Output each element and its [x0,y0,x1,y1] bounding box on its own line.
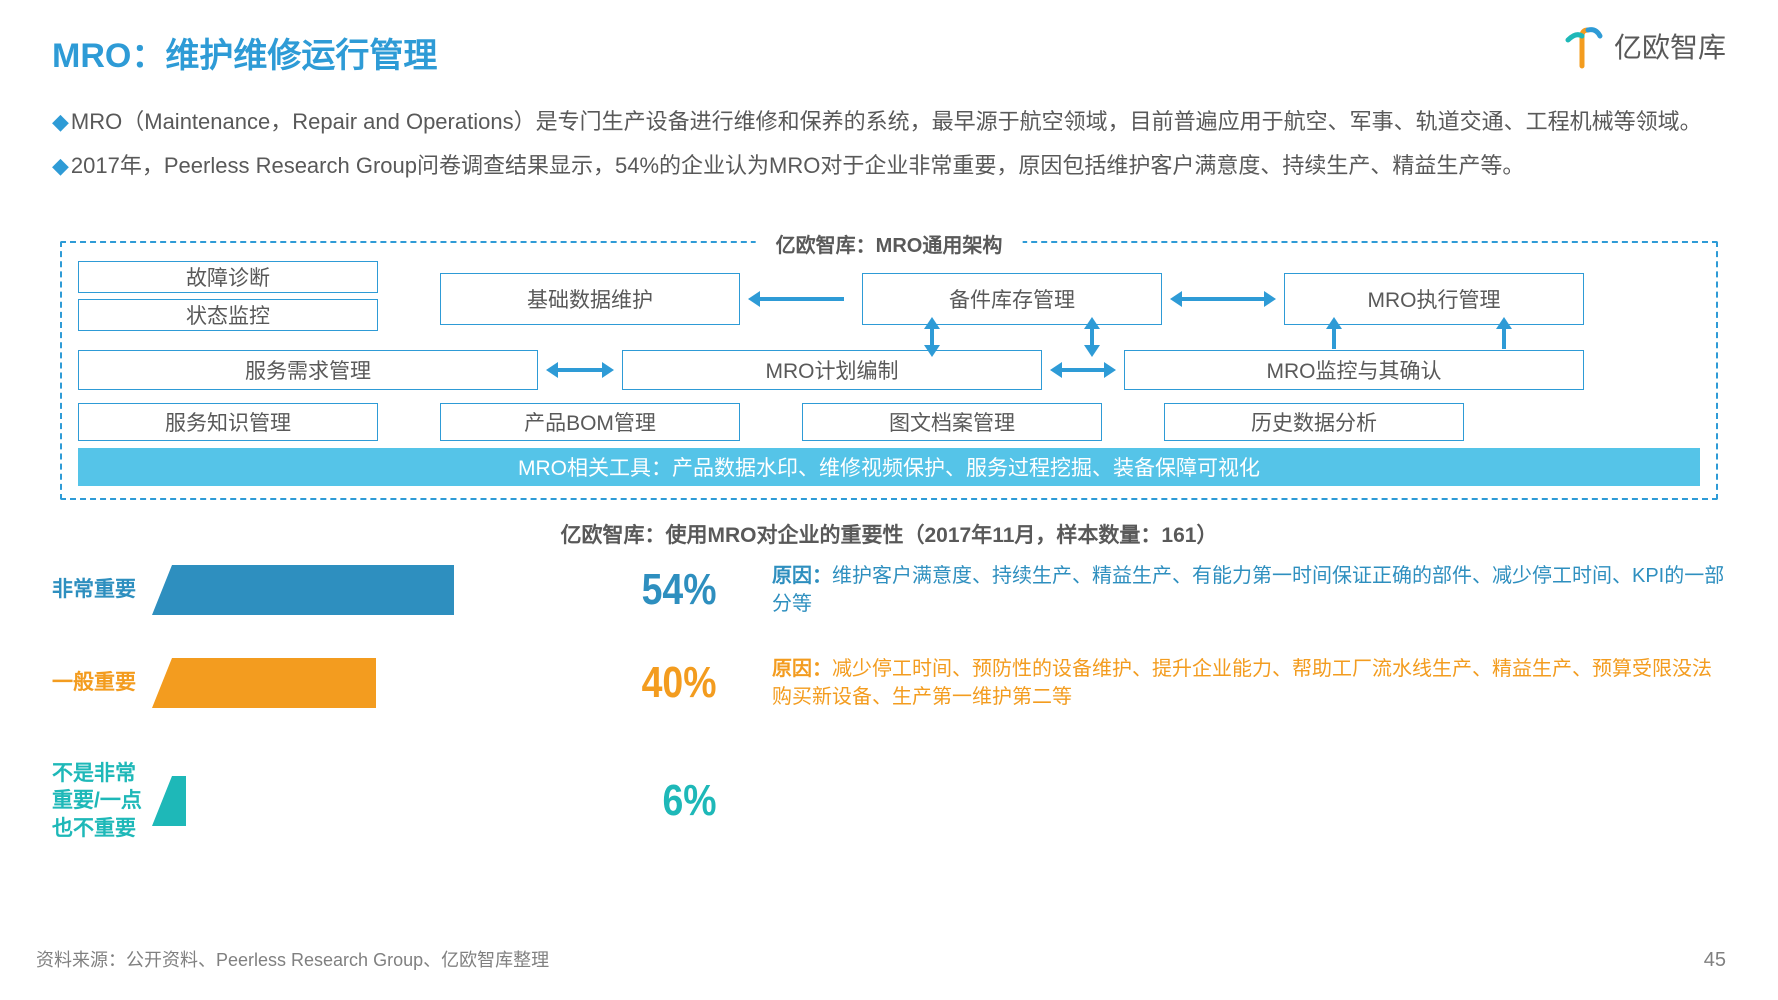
diagram-frame: 亿欧智库：MRO通用架构 故障诊断 状态监控 基础数据维护 备件库存管理 MRO… [60,241,1718,500]
logo-text: 亿欧智库 [1614,26,1726,66]
arrow [758,297,844,301]
pct-2: 40% [572,658,717,708]
box-mro-monitor: MRO监控与其确认 [1124,350,1584,390]
reason-label-2: 原因： [772,658,832,680]
pct-1: 54% [572,565,717,615]
intro-bullets: ◆MRO（Maintenance，Repair and Operations）是… [52,105,1726,193]
chart-row-3: 不是非常重要/一点也不重要 6% [52,760,1726,842]
pct-3: 6% [572,776,717,826]
box-doc: 图文档案管理 [802,403,1102,441]
bullet-2-text: 2017年，Peerless Research Group问卷调查结果显示，54… [71,153,1524,178]
arrow [1332,327,1336,349]
bar-3 [152,776,186,826]
logo: 亿欧智库 [1564,22,1726,70]
arrow [1090,327,1094,347]
box-fault-diag: 故障诊断 [78,261,378,293]
box-svc-know: 服务知识管理 [78,403,378,441]
arrow [1180,297,1266,301]
bar-2 [152,658,376,708]
box-mro-plan: MRO计划编制 [622,350,1042,390]
bullet-1-text: MRO（Maintenance，Repair and Operations）是专… [71,109,1702,134]
chart-label-1: 非常重要 [52,576,142,603]
chart-label-2: 一般重要 [52,669,142,696]
reason-1: 原因：维护客户满意度、持续生产、精益生产、有能力第一时间保证正确的部件、减少停工… [772,562,1726,618]
box-state-mon: 状态监控 [78,299,378,331]
reason-text-2: 减少停工时间、预防性的设备维护、提升企业能力、帮助工厂流水线生产、精益生产、预算… [772,658,1712,708]
arrow [930,327,934,347]
box-hist: 历史数据分析 [1164,403,1464,441]
arrow [1060,368,1106,372]
chart-title: 亿欧智库：使用MRO对企业的重要性（2017年11月，样本数量：161） [0,519,1778,549]
box-bom: 产品BOM管理 [440,403,740,441]
source-text: 资料来源：公开资料、Peerless Research Group、亿欧智库整理 [36,946,549,972]
arrow [556,368,604,372]
diagram-title: 亿欧智库：MRO通用架构 [756,229,1023,258]
page-number: 45 [1704,949,1726,972]
reason-2: 原因：减少停工时间、预防性的设备维护、提升企业能力、帮助工厂流水线生产、精益生产… [772,655,1726,711]
box-svc-demand: 服务需求管理 [78,350,538,390]
bullet-1: ◆MRO（Maintenance，Repair and Operations）是… [52,105,1726,139]
chart-row-2: 一般重要 40% 原因：减少停工时间、预防性的设备维护、提升企业能力、帮助工厂流… [52,655,1726,711]
box-base-data: 基础数据维护 [440,273,740,325]
box-spare-inv: 备件库存管理 [862,273,1162,325]
chart-row-1: 非常重要 54% 原因：维护客户满意度、持续生产、精益生产、有能力第一时间保证正… [52,562,1726,618]
reason-label-1: 原因： [772,565,832,587]
bullet-2: ◆2017年，Peerless Research Group问卷调查结果显示，5… [52,149,1726,183]
chart-label-3: 不是非常重要/一点也不重要 [52,760,142,842]
reason-text-1: 维护客户满意度、持续生产、精益生产、有能力第一时间保证正确的部件、减少停工时间、… [772,565,1724,615]
bar-1 [152,565,454,615]
page-title: MRO：维护维修运行管理 [52,28,437,77]
tools-bar: MRO相关工具：产品数据水印、维修视频保护、服务过程挖掘、装备保障可视化 [78,448,1700,486]
arrow [1502,327,1506,349]
logo-icon [1564,22,1604,70]
